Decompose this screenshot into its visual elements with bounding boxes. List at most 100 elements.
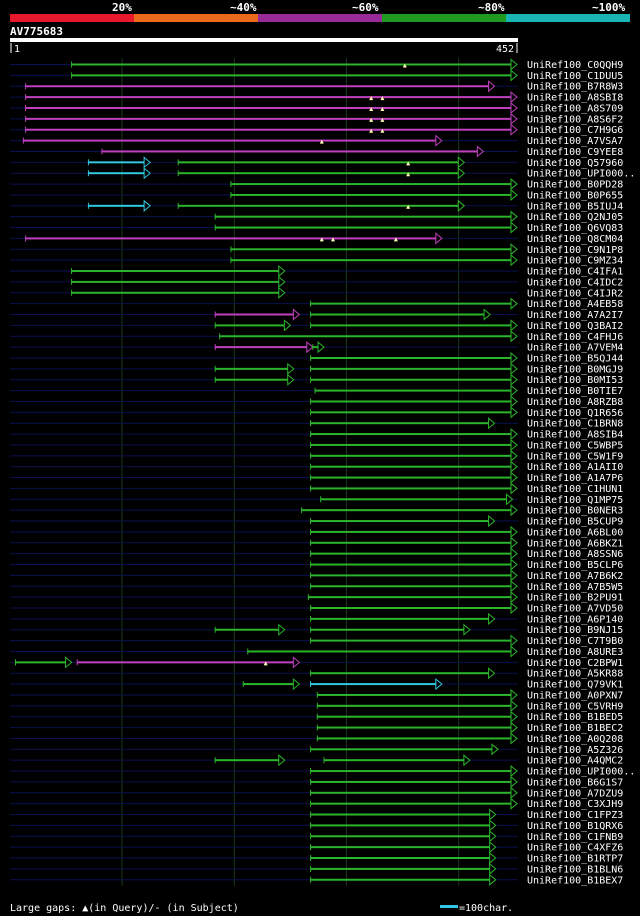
hit-row[interactable]: UniRef100_A4EB58 [10,297,623,311]
hit-label[interactable]: UniRef100_A7VSA7 [527,136,623,147]
hit-label[interactable]: UniRef100_B5CLP6 [527,560,623,571]
hit-row[interactable]: UniRef100_A8SIB4 [10,428,623,441]
hit-label[interactable]: UniRef100_A7A2I7 [527,310,623,321]
hit-label[interactable]: UniRef100_UPI000.. [527,767,635,778]
hit-row[interactable]: UniRef100_B1BEC2 [10,721,623,735]
hit-row[interactable]: UniRef100_C3XJH9 [10,797,623,811]
hit-row[interactable]: UniRef100_A0PXN7 [10,688,623,702]
hit-label[interactable]: UniRef100_A8S709 [527,103,623,114]
hit-label[interactable]: UniRef100_B1BEC2 [527,723,623,734]
hit-label[interactable]: UniRef100_A8SSN6 [527,549,623,560]
hit-row[interactable]: UniRef100_B5CLP6 [10,558,623,572]
hit-label[interactable]: UniRef100_A6BL00 [527,527,623,538]
hit-row[interactable]: UniRef100_B0PD28 [10,178,623,191]
hit-row[interactable]: UniRef100_Q57960 [10,156,623,169]
hit-label[interactable]: UniRef100_C2BPW1 [527,658,623,669]
hit-label[interactable]: UniRef100_B1BLN6 [527,864,623,875]
hit-row[interactable]: UniRef100_C9YEE8 [10,145,623,158]
hit-row[interactable]: UniRef100_C7H9G6 [10,123,623,137]
hit-row[interactable]: UniRef100_A6BL00 [10,525,623,539]
hit-row[interactable]: UniRef100_C1FNB9 [10,830,623,843]
hit-row[interactable]: UniRef100_B1BLN6 [10,862,623,876]
hit-row[interactable]: UniRef100_C5W1F9 [10,449,623,463]
hit-label[interactable]: UniRef100_C1DUU5 [527,71,623,82]
hit-row[interactable]: UniRef100_B2PU91 [10,591,623,604]
hit-label[interactable]: UniRef100_B2PU91 [527,593,623,604]
hit-label[interactable]: UniRef100_A0Q208 [527,734,623,745]
hit-label[interactable]: UniRef100_B0MI53 [527,375,623,386]
hit-row[interactable]: UniRef100_A5Z326 [10,743,623,756]
hit-row[interactable]: UniRef100_A6BKZ1 [10,536,623,550]
hit-row[interactable]: UniRef100_B5IUJ4 [10,199,623,213]
hit-row[interactable]: UniRef100_B9NJ15 [10,623,623,637]
hit-label[interactable]: UniRef100_A8SBI8 [527,93,623,104]
hit-label[interactable]: UniRef100_C7H9G6 [527,125,623,136]
hit-label[interactable]: UniRef100_B0P655 [527,190,623,201]
hit-row[interactable]: UniRef100_A8SBI8 [10,91,623,104]
hit-row[interactable]: UniRef100_B5CUP9 [10,514,623,528]
hit-row[interactable]: UniRef100_B1BEX7 [10,873,623,887]
hit-row[interactable]: UniRef100_B0NER3 [10,504,623,517]
hit-label[interactable]: UniRef100_A7DZU9 [527,788,623,799]
hit-label[interactable]: UniRef100_Q3BAI2 [527,321,623,332]
hit-label[interactable]: UniRef100_C5W1F9 [527,451,623,462]
hit-label[interactable]: UniRef100_B6G1S7 [527,777,623,788]
hit-label[interactable]: UniRef100_A1AII0 [527,462,623,473]
hit-label[interactable]: UniRef100_C4IDC2 [527,277,623,288]
hit-row[interactable]: UniRef100_C4XFZ6 [10,841,623,854]
hit-label[interactable]: UniRef100_A4EB58 [527,299,623,310]
hit-label[interactable]: UniRef100_B1QRX6 [527,821,623,832]
hit-row[interactable]: UniRef100_A7B6K2 [10,569,623,582]
hit-label[interactable]: UniRef100_C4IJR2 [527,288,623,299]
hit-row[interactable]: UniRef100_C1HUN1 [10,482,623,495]
hit-row[interactable]: UniRef100_A8SSN6 [10,547,623,561]
hit-label[interactable]: UniRef100_A4QMC2 [527,756,623,767]
hit-row[interactable]: UniRef100_C0QQH9 [10,58,623,72]
hit-row[interactable]: UniRef100_A5KR88 [10,667,623,680]
hit-label[interactable]: UniRef100_B1BEX7 [527,875,623,886]
hit-row[interactable]: UniRef100_Q3BAI2 [10,319,623,332]
hit-label[interactable]: UniRef100_C1HUN1 [527,484,623,495]
hit-row[interactable]: UniRef100_B0MI53 [10,373,623,387]
hit-row[interactable]: UniRef100_C9MZ34 [10,254,623,267]
hit-label[interactable]: UniRef100_B5IUJ4 [527,201,623,212]
hit-label[interactable]: UniRef100_C4IFA1 [527,267,623,278]
hit-row[interactable]: UniRef100_B1QRX6 [10,819,623,832]
hit-row[interactable]: UniRef100_B0MGJ9 [10,362,623,376]
hit-row[interactable]: UniRef100_C4IJR2 [10,286,623,300]
hit-row[interactable]: UniRef100_A7VEM4 [10,341,623,354]
hit-label[interactable]: UniRef100_C4XFZ6 [527,843,623,854]
hit-row[interactable]: UniRef100_A8RZB8 [10,395,623,408]
hit-label[interactable]: UniRef100_A8S6F2 [527,114,623,125]
hit-label[interactable]: UniRef100_B0NER3 [527,506,623,517]
hit-label[interactable]: UniRef100_C1FPZ3 [527,810,623,821]
hit-row[interactable]: UniRef100_C1BRN8 [10,417,623,430]
hit-row[interactable]: UniRef100_C1DUU5 [10,69,623,82]
hit-label[interactable]: UniRef100_C7T9B0 [527,636,623,647]
hit-row[interactable]: UniRef100_A6P140 [10,612,623,626]
hit-label[interactable]: UniRef100_B0PD28 [527,180,623,191]
hit-label[interactable]: UniRef100_C3XJH9 [527,799,623,810]
hit-row[interactable]: UniRef100_B1RTP7 [10,851,623,865]
hit-row[interactable]: UniRef100_B5QJ44 [10,351,623,365]
hit-row[interactable]: UniRef100_C5VRH9 [10,699,623,713]
hit-row[interactable]: UniRef100_A8S709 [10,101,623,115]
hit-row[interactable]: UniRef100_B0P655 [10,188,623,202]
hit-row[interactable]: UniRef100_A7B5W5 [10,580,623,593]
hit-row[interactable]: UniRef100_C9N1P8 [10,243,623,256]
hit-label[interactable]: UniRef100_A7B6K2 [527,571,623,582]
hit-row[interactable]: UniRef100_UPI000.. [10,764,635,778]
hit-label[interactable]: UniRef100_A8RZB8 [527,397,623,408]
hit-label[interactable]: UniRef100_B1BED5 [527,712,623,723]
hit-label[interactable]: UniRef100_Q57960 [527,158,623,169]
hit-row[interactable]: UniRef100_A8URE3 [10,645,623,658]
hit-row[interactable]: UniRef100_B0TIE7 [10,384,623,398]
hit-label[interactable]: UniRef100_B5QJ44 [527,353,623,364]
hit-label[interactable]: UniRef100_Q1R656 [527,408,623,419]
hit-row[interactable]: UniRef100_C1FPZ3 [10,808,623,822]
hit-label[interactable]: UniRef100_A7VEM4 [527,343,623,354]
hit-row[interactable]: UniRef100_Q8CM04 [10,232,623,245]
hit-label[interactable]: UniRef100_C9N1P8 [527,245,623,256]
hit-label[interactable]: UniRef100_C9MZ34 [527,256,623,267]
hit-row[interactable]: UniRef100_A7A2I7 [10,308,623,322]
